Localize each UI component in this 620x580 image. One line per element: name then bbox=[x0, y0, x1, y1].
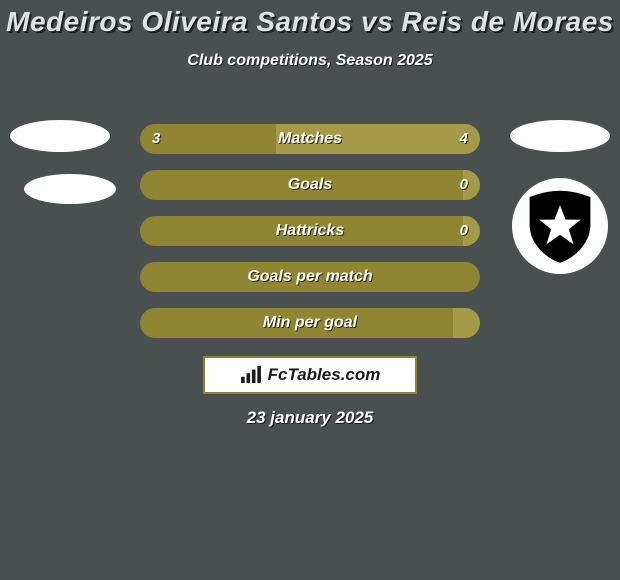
date-line: 23 january 2025 bbox=[0, 408, 620, 428]
stat-label: Goals per match bbox=[140, 262, 480, 292]
stat-bars: Matches34Goals0Hattricks0Goals per match… bbox=[140, 124, 480, 354]
shield-star-icon bbox=[520, 186, 600, 266]
stat-value-right: 4 bbox=[460, 124, 468, 154]
brand-text: FcTables.com bbox=[268, 365, 381, 385]
page-title: Medeiros Oliveira Santos vs Reis de Mora… bbox=[0, 0, 620, 38]
stat-label: Matches bbox=[140, 124, 480, 154]
bar-chart-icon bbox=[240, 366, 262, 384]
player-bubble-right-1 bbox=[510, 120, 610, 152]
subtitle: Club competitions, Season 2025 bbox=[0, 52, 620, 70]
player-bubble-left-1 bbox=[10, 120, 110, 152]
brand-box: FcTables.com bbox=[203, 356, 417, 394]
stat-value-right: 0 bbox=[460, 216, 468, 246]
stat-row: Hattricks0 bbox=[140, 216, 480, 246]
stat-value-left: 3 bbox=[152, 124, 160, 154]
comparison-card: Medeiros Oliveira Santos vs Reis de Mora… bbox=[0, 0, 620, 580]
club-badge-right bbox=[512, 178, 608, 274]
stat-row: Matches3 4 bbox=[140, 124, 480, 154]
stat-label: Goals bbox=[140, 170, 480, 200]
stat-label: Min per goal bbox=[140, 308, 480, 338]
stat-row: Goals per match bbox=[140, 262, 480, 292]
stat-value-right: 0 bbox=[460, 170, 468, 200]
player-bubble-left-2 bbox=[24, 174, 116, 204]
stat-label: Hattricks bbox=[140, 216, 480, 246]
stat-row: Goals0 bbox=[140, 170, 480, 200]
stat-row: Min per goal bbox=[140, 308, 480, 338]
